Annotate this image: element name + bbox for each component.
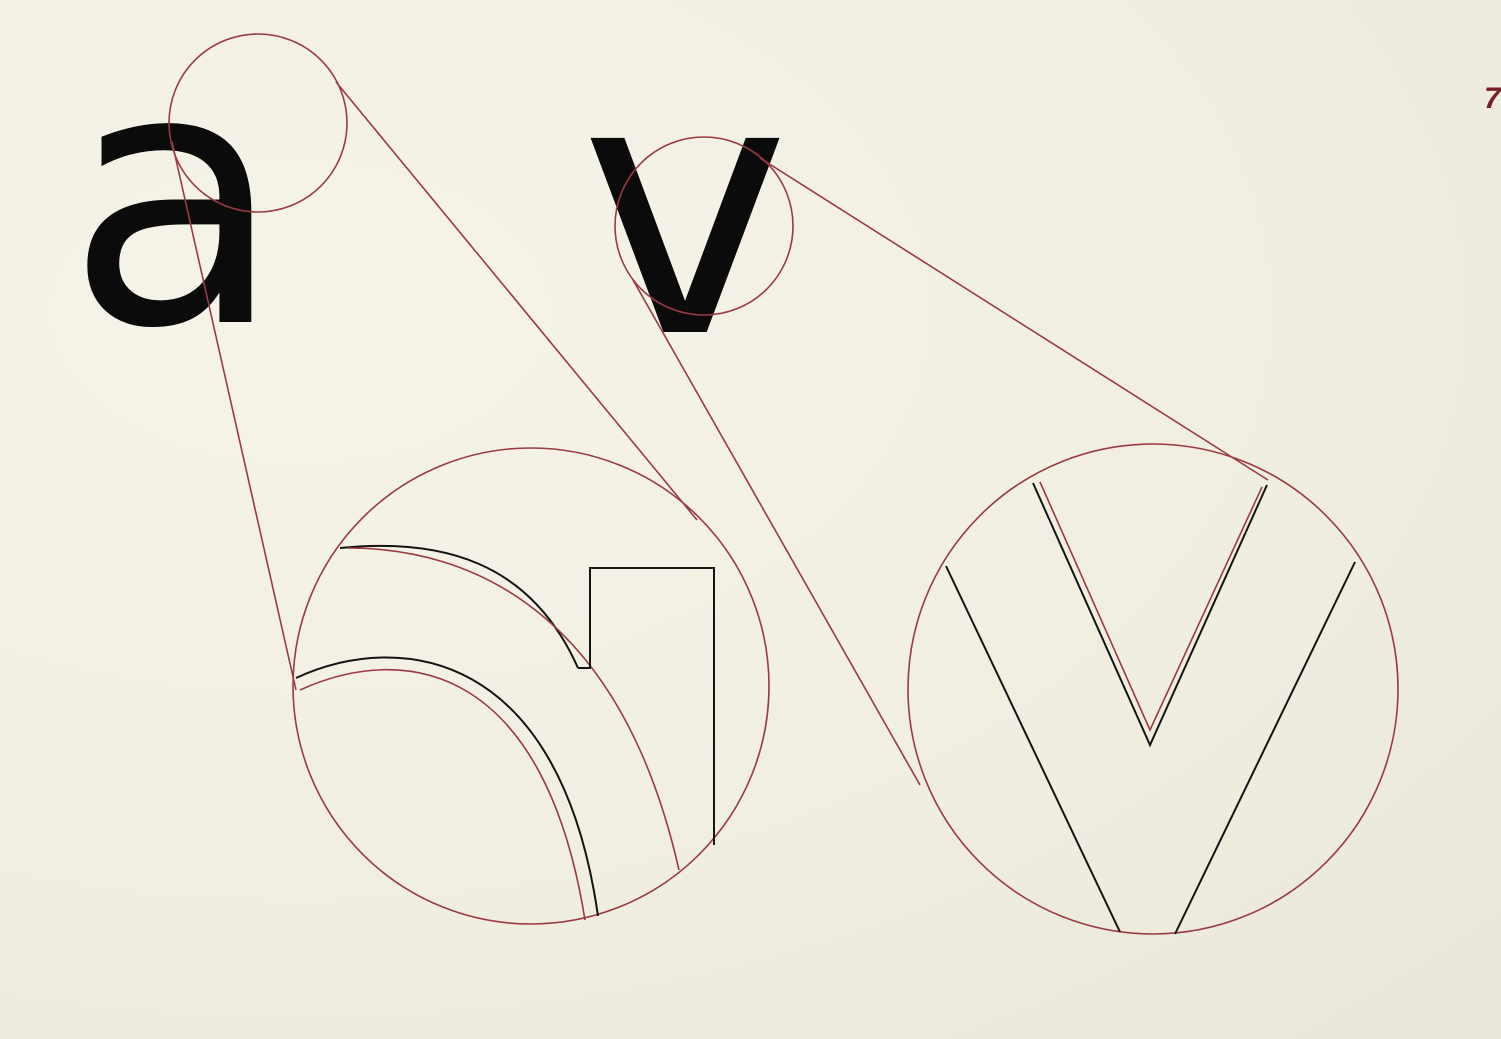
outline-a-stem <box>578 567 715 845</box>
connector-line-v-right <box>759 157 1269 481</box>
detail-circle-v <box>614 136 794 316</box>
outline-v-inner-notch-red <box>1039 481 1263 732</box>
outline-a-inner-arc <box>295 656 599 917</box>
magnified-circle-v <box>907 443 1399 935</box>
outline-a-outer-arc <box>339 544 579 669</box>
connector-line-v-left <box>632 279 921 786</box>
connector-line-a-right <box>335 81 698 521</box>
outline-a-outer-arc-red <box>347 547 680 871</box>
magnified-circle-a <box>292 447 770 925</box>
outline-v-outer-left <box>945 565 1121 933</box>
letter-v: v <box>580 2 790 416</box>
page-number: 7 <box>1484 82 1501 115</box>
outline-a-inner-arc-red <box>299 668 586 921</box>
connector-line-a-left <box>171 141 297 691</box>
detail-circle-a <box>168 33 348 213</box>
outline-v-inner-notch <box>1032 482 1268 748</box>
letter-a: a <box>66 0 284 406</box>
magnified-outline-v <box>945 481 1356 935</box>
magnified-outline-a <box>295 544 715 921</box>
outline-v-outer-right <box>1174 561 1356 935</box>
